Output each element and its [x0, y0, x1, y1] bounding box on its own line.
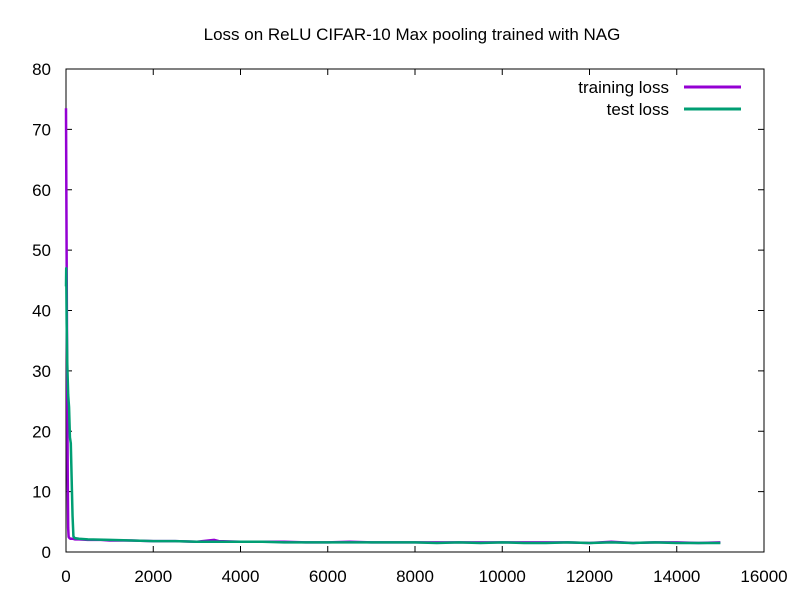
y-tick-label: 60 [32, 181, 51, 200]
y-tick-label: 40 [32, 302, 51, 321]
x-tick-label: 12000 [566, 567, 613, 586]
series-line-training-loss [64, 108, 721, 545]
y-tick-label: 0 [42, 543, 51, 562]
x-tick-label: 10000 [479, 567, 526, 586]
x-tick-label: 8000 [396, 567, 434, 586]
x-tick-label: 16000 [740, 567, 787, 586]
y-tick-label: 10 [32, 483, 51, 502]
x-tick-label: 14000 [653, 567, 700, 586]
y-tick-label: 80 [32, 60, 51, 79]
x-tick-label: 6000 [309, 567, 347, 586]
chart-title: Loss on ReLU CIFAR-10 Max pooling traine… [204, 25, 621, 44]
y-axis: 0 10 20 30 40 50 60 70 80 [32, 60, 764, 562]
x-tick-label: 2000 [134, 567, 172, 586]
y-tick-label: 30 [32, 362, 51, 381]
legend-label: test loss [607, 100, 669, 119]
plot-frame [65, 68, 765, 553]
y-tick-label: 20 [32, 422, 51, 441]
x-tick-label: 4000 [222, 567, 260, 586]
legend-label: training loss [578, 78, 669, 97]
legend: training loss test loss [578, 78, 741, 119]
series-line-test-loss [64, 266, 721, 545]
y-tick-label: 50 [32, 241, 51, 260]
y-tick-label: 70 [32, 120, 51, 139]
x-tick-label: 0 [61, 567, 70, 586]
series-layer [64, 108, 721, 545]
x-axis: 0 2000 4000 6000 8000 10000 12000 14000 16000 [61, 69, 788, 586]
